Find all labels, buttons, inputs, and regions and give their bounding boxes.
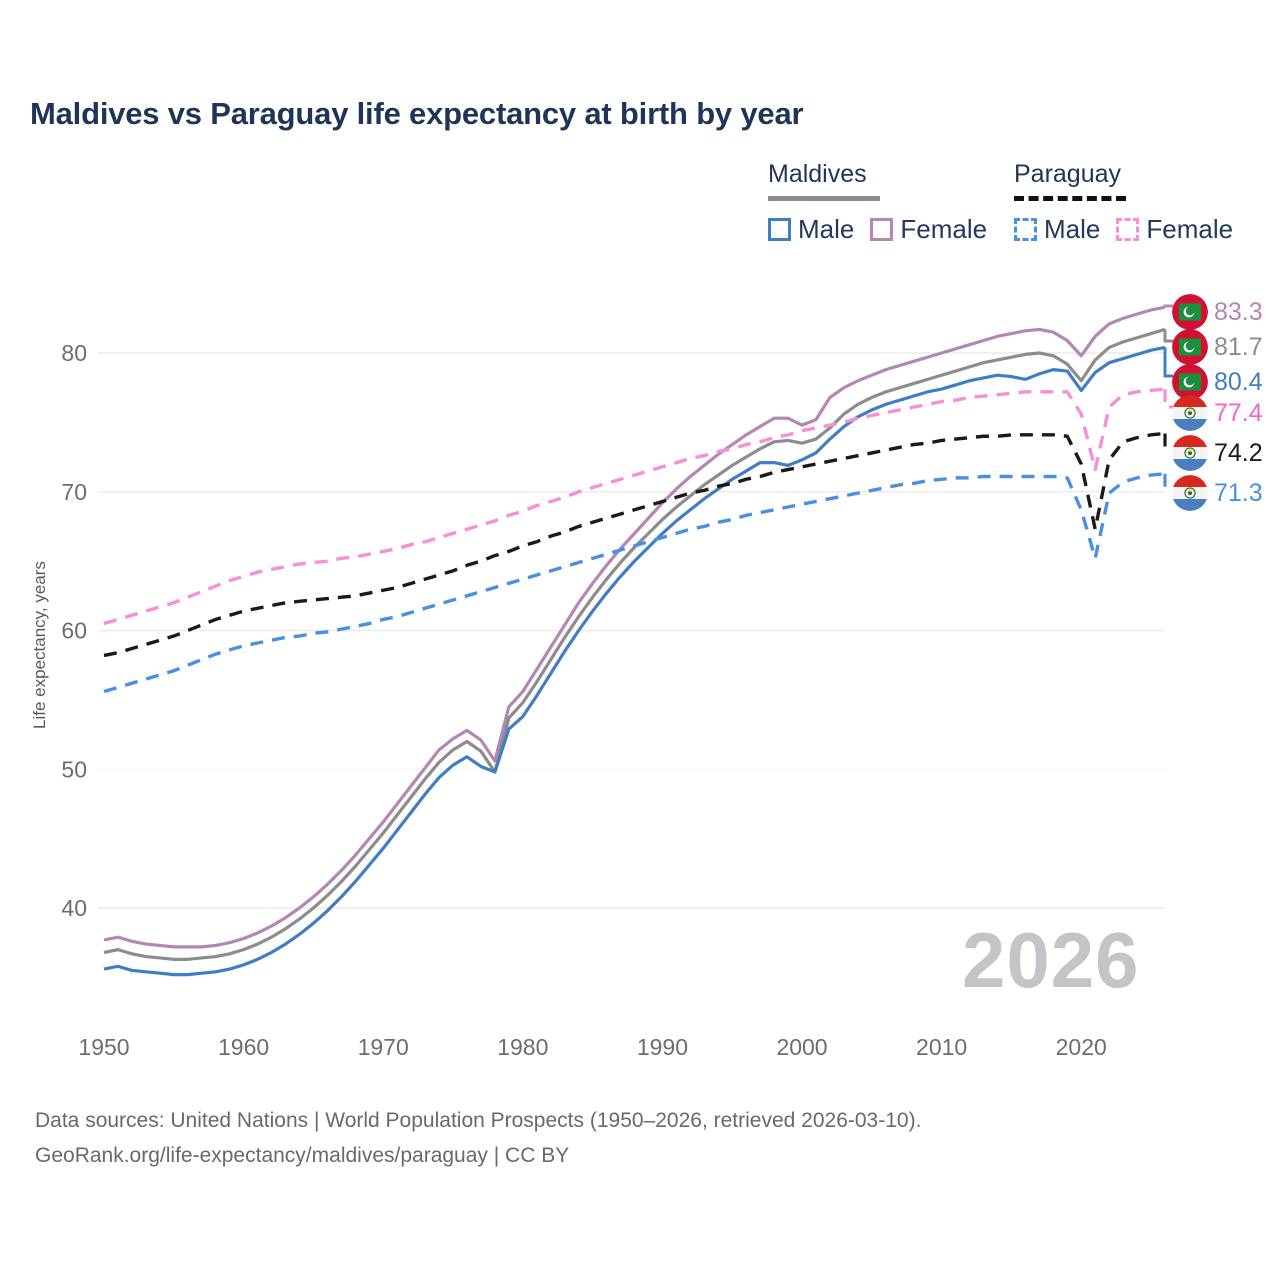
gridlines xyxy=(98,352,1165,909)
x-tick-label: 1960 xyxy=(218,1034,269,1060)
series-end-value: 81.7 xyxy=(1214,332,1263,361)
chart-legend: Maldives Male Female Paraguay Male xyxy=(746,160,1256,244)
y-tick-label: 80 xyxy=(61,340,87,366)
legend-swatch-icon xyxy=(1014,218,1037,241)
series-line[interactable] xyxy=(103,327,1166,961)
x-axis-tick-labels: 1950 1960 1970 1980 1990 2000 2010 2020 xyxy=(78,1034,1106,1060)
legend-swatch-icon xyxy=(1116,218,1140,241)
paraguay-flag-icon xyxy=(1172,475,1208,511)
legend-item-maldives-male[interactable]: Male xyxy=(768,214,854,245)
series-end-label: 80.4 xyxy=(1172,364,1263,400)
series-leader-line xyxy=(1163,473,1173,489)
x-tick-label: 1980 xyxy=(497,1034,548,1060)
series-leader-lines xyxy=(1163,304,1173,489)
legend-item-paraguay-female[interactable]: Female xyxy=(1116,214,1233,245)
legend-group-maldives: Maldives Male Female xyxy=(768,160,987,245)
series-line[interactable] xyxy=(103,387,1166,626)
series-leader-line xyxy=(1163,347,1173,378)
series-leader-line xyxy=(1163,329,1173,343)
series-end-value: 80.4 xyxy=(1214,367,1263,396)
series-line[interactable] xyxy=(103,305,1166,949)
series-lines xyxy=(103,305,1166,977)
legend-country-label: Paraguay xyxy=(1014,160,1122,188)
legend-swatch-icon xyxy=(870,218,894,241)
legend-item-maldives-female[interactable]: Female xyxy=(870,214,987,245)
footer-line-sources: Data sources: United Nations | World Pop… xyxy=(35,1109,922,1132)
paraguay-flag-icon xyxy=(1172,395,1208,431)
series-line[interactable] xyxy=(103,472,1166,694)
legend-item-label: Male xyxy=(1044,214,1101,244)
x-tick-label: 1950 xyxy=(78,1034,129,1060)
y-tick-label: 60 xyxy=(61,618,87,644)
series-leader-line xyxy=(1163,389,1173,409)
x-tick-label: 2000 xyxy=(776,1034,827,1060)
series-end-value: 71.3 xyxy=(1214,478,1263,507)
footer-line-url[interactable]: GeoRank.org/life-expectancy/maldives/par… xyxy=(35,1143,570,1167)
series-line[interactable] xyxy=(103,345,1166,977)
y-axis-tick-labels: 40 50 60 70 80 xyxy=(61,340,87,921)
legend-country-rule xyxy=(768,196,880,201)
series-end-label: 83.3 xyxy=(1172,294,1263,330)
series-end-value: 83.3 xyxy=(1214,297,1263,326)
year-watermark: 2026 xyxy=(962,916,1140,1004)
legend-item-paraguay-male[interactable]: Male xyxy=(1014,214,1100,245)
legend-item-label: Female xyxy=(1146,214,1234,244)
series-end-label: 74.2 xyxy=(1172,435,1263,471)
maldives-flag-icon xyxy=(1172,294,1208,330)
legend-item-label: Male xyxy=(798,214,855,244)
maldives-flag-icon xyxy=(1172,329,1208,365)
series-end-value: 74.2 xyxy=(1214,438,1263,467)
legend-country-label: Maldives xyxy=(768,160,867,188)
y-axis-title: Life expectancy, years xyxy=(30,561,49,729)
paraguay-flag-icon xyxy=(1172,435,1208,471)
series-end-label: 77.4 xyxy=(1172,395,1263,431)
footer-attribution: Data sources: United Nations | World Pop… xyxy=(35,1104,921,1173)
series-end-label: 71.3 xyxy=(1172,475,1263,511)
legend-country-rule xyxy=(1014,196,1126,201)
legend-group-paraguay: Paraguay Male Female xyxy=(1014,160,1233,245)
legend-swatch-icon xyxy=(768,218,791,241)
series-end-value: 77.4 xyxy=(1214,398,1263,427)
series-line[interactable] xyxy=(103,431,1166,658)
series-end-label: 81.7 xyxy=(1172,329,1263,365)
y-tick-label: 40 xyxy=(61,895,87,921)
y-tick-label: 50 xyxy=(61,756,87,782)
series-leader-line xyxy=(1163,304,1173,308)
series-leader-line xyxy=(1163,433,1173,449)
y-tick-label: 70 xyxy=(61,479,87,505)
x-tick-label: 1970 xyxy=(358,1034,409,1060)
maldives-flag-icon xyxy=(1172,364,1208,400)
x-tick-label: 2020 xyxy=(1056,1034,1107,1060)
page-title: Maldives vs Paraguay life expectancy at … xyxy=(30,96,804,131)
legend-item-label: Female xyxy=(900,214,988,244)
x-tick-label: 2010 xyxy=(916,1034,967,1060)
x-tick-label: 1990 xyxy=(637,1034,688,1060)
